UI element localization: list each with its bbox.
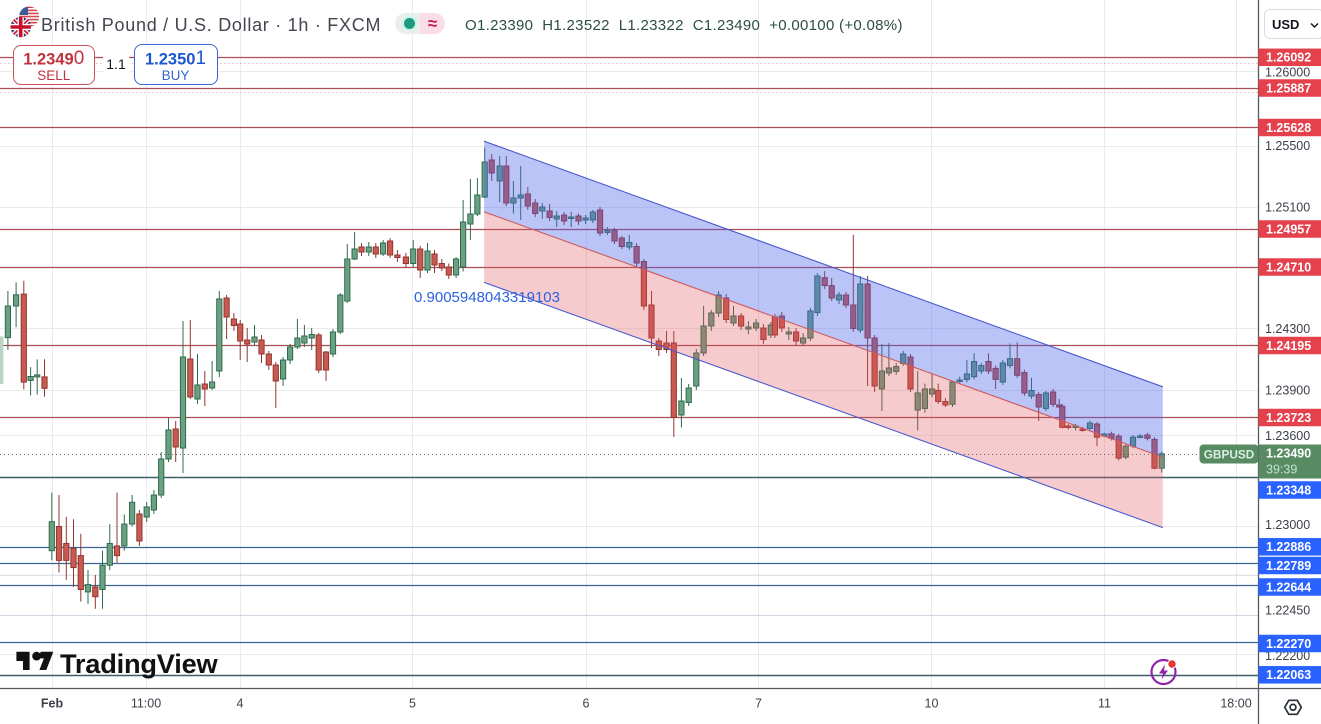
svg-text:1.22644: 1.22644 (1266, 580, 1311, 594)
svg-text:11:00: 11:00 (131, 697, 161, 711)
svg-text:1.26000: 1.26000 (1265, 65, 1310, 79)
svg-text:0.9005948043319103: 0.9005948043319103 (414, 289, 560, 306)
svg-text:1.22200: 1.22200 (1265, 649, 1310, 663)
svg-text:5: 5 (409, 697, 416, 711)
svg-text:1.24300: 1.24300 (1265, 322, 1310, 336)
svg-text:1.22270: 1.22270 (1266, 637, 1311, 651)
svg-text:7: 7 (755, 697, 762, 711)
svg-text:1.26092: 1.26092 (1266, 51, 1311, 65)
svg-text:1.23600: 1.23600 (1265, 429, 1310, 443)
svg-text:1.23000: 1.23000 (1265, 518, 1310, 532)
svg-text:1.23348: 1.23348 (1266, 483, 1311, 497)
svg-text:1.24195: 1.24195 (1266, 339, 1311, 353)
svg-text:1.25100: 1.25100 (1265, 200, 1310, 214)
svg-text:TradingView: TradingView (60, 648, 218, 679)
svg-text:1.23490: 1.23490 (1266, 447, 1311, 461)
svg-text:1.24957: 1.24957 (1266, 222, 1311, 236)
svg-text:11: 11 (1098, 697, 1111, 711)
svg-text:1.25628: 1.25628 (1266, 121, 1311, 135)
svg-text:6: 6 (583, 697, 590, 711)
svg-text:Feb: Feb (41, 697, 64, 711)
svg-text:18:00: 18:00 (1220, 697, 1251, 711)
svg-text:1.23723: 1.23723 (1266, 411, 1311, 425)
svg-text:10: 10 (925, 697, 939, 711)
svg-text:1.22886: 1.22886 (1266, 540, 1311, 554)
svg-text:1.22789: 1.22789 (1266, 559, 1311, 573)
svg-text:GBPUSD: GBPUSD (1204, 448, 1255, 462)
svg-text:1.23900: 1.23900 (1265, 383, 1310, 397)
svg-text:1.22063: 1.22063 (1266, 668, 1311, 682)
svg-text:1.24710: 1.24710 (1266, 260, 1311, 274)
svg-text:1.25500: 1.25500 (1265, 139, 1310, 153)
svg-text:39:39: 39:39 (1266, 463, 1297, 477)
svg-text:4: 4 (237, 697, 244, 711)
svg-text:1.25887: 1.25887 (1266, 81, 1311, 95)
svg-text:1.22450: 1.22450 (1265, 603, 1310, 617)
